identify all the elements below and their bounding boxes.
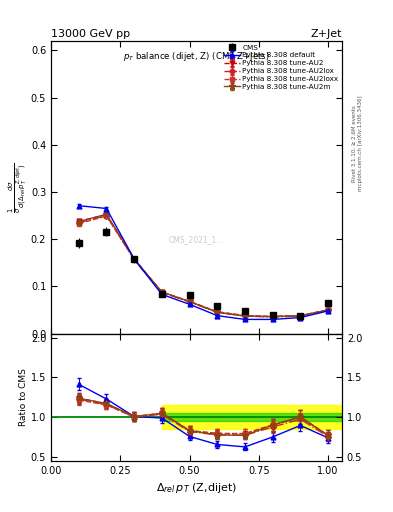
Text: mcplots.cern.ch [arXiv:1306.3436]: mcplots.cern.ch [arXiv:1306.3436] [358, 96, 363, 191]
Text: CMS_2021_1...: CMS_2021_1... [169, 236, 224, 244]
Text: Z+Jet: Z+Jet [310, 29, 342, 39]
Legend: CMS, Pythia 8.308 default, Pythia 8.308 tune-AU2, Pythia 8.308 tune-AU2lox, Pyth: CMS, Pythia 8.308 default, Pythia 8.308 … [223, 43, 340, 91]
Y-axis label: Ratio to CMS: Ratio to CMS [19, 368, 28, 426]
Y-axis label: $\frac{1}{\sigma}\frac{d\sigma}{d(\Delta_{rel}\,p_T^{Z,dijet})}$: $\frac{1}{\sigma}\frac{d\sigma}{d(\Delta… [7, 162, 29, 212]
X-axis label: $\Delta_{rel}\,p_T$ (Z,dijet): $\Delta_{rel}\,p_T$ (Z,dijet) [156, 481, 237, 495]
Text: 13000 GeV pp: 13000 GeV pp [51, 29, 130, 39]
Text: $p_T$ balance (dijet, Z) (CMS Z+jets): $p_T$ balance (dijet, Z) (CMS Z+jets) [123, 50, 270, 63]
Text: Rivet 3.1.10, ≥ 2.6M events: Rivet 3.1.10, ≥ 2.6M events [352, 105, 357, 182]
